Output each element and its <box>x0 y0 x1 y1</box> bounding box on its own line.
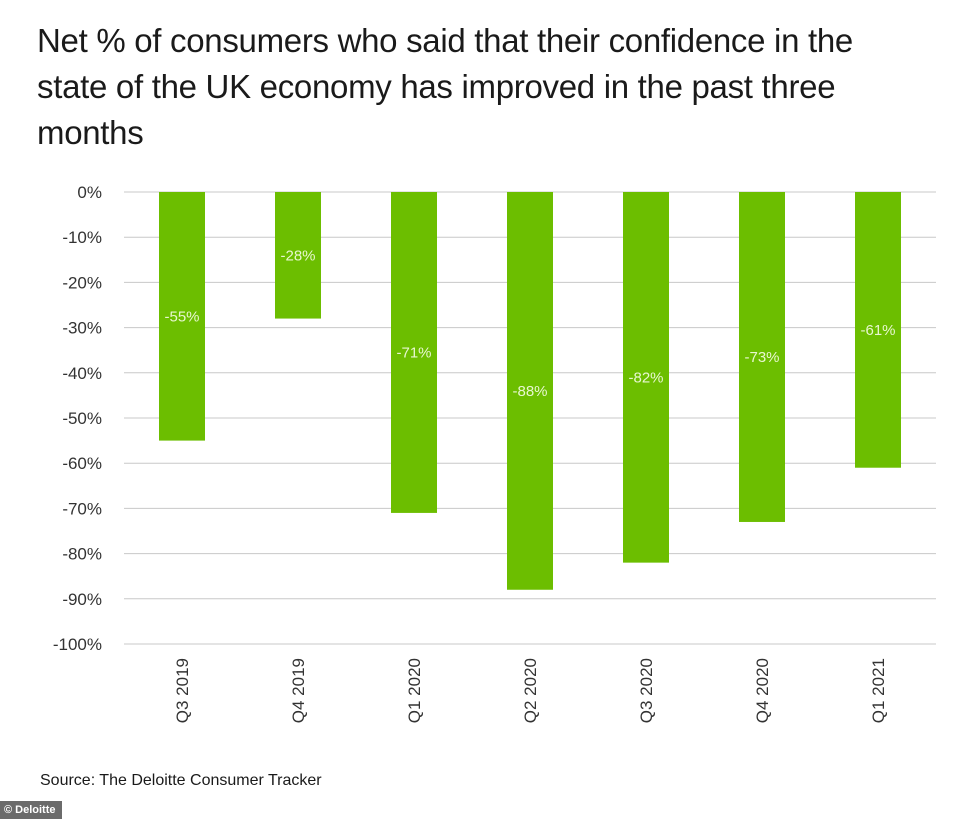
data-label: -88% <box>512 383 547 400</box>
data-label: -61% <box>860 322 895 339</box>
data-label: -73% <box>744 349 779 366</box>
source-note: Source: The Deloitte Consumer Tracker <box>40 772 322 789</box>
y-tick-label: -90% <box>62 590 102 609</box>
y-tick-label: -70% <box>62 499 102 518</box>
y-tick-label: -100% <box>53 635 102 654</box>
x-tick-label: Q3 2020 <box>637 658 656 723</box>
y-tick-label: -40% <box>62 364 102 383</box>
x-tick-label: Q3 2019 <box>173 658 192 723</box>
y-tick-label: 0% <box>77 183 102 202</box>
x-tick-label: Q2 2020 <box>521 658 540 723</box>
y-axis-tick-labels: 0% -10% -20% -30% -40% -50% -60% -70% -80% -90% -1… <box>53 183 102 654</box>
bars <box>159 192 901 590</box>
y-tick-label: -30% <box>62 319 102 338</box>
y-tick-label: -60% <box>62 454 102 473</box>
y-tick-label: -80% <box>62 545 102 564</box>
x-tick-label: Q1 2021 <box>869 658 888 723</box>
y-tick-label: -50% <box>62 409 102 428</box>
bar-chart: 0% -10% -20% -30% -40% -50% -60% -70% -80% -90% -1… <box>53 183 936 723</box>
x-tick-label: Q4 2019 <box>289 658 308 723</box>
data-labels: -55% -28% -71% -88% -82% -73% -61% <box>164 247 895 400</box>
image-credit: © Deloitte <box>0 801 62 819</box>
bar <box>739 192 785 522</box>
bar <box>275 192 321 319</box>
bar <box>623 192 669 563</box>
chart-title: Net % of consumers who said that their c… <box>37 22 853 151</box>
data-label: -28% <box>280 247 315 264</box>
x-tick-label: Q1 2020 <box>405 658 424 723</box>
bar <box>507 192 553 590</box>
data-label: -82% <box>628 369 663 386</box>
data-label: -55% <box>164 308 199 325</box>
bar <box>855 192 901 468</box>
x-tick-label: Q4 2020 <box>753 658 772 723</box>
x-axis-tick-labels: Q3 2019 Q4 2019 Q1 2020 Q2 2020 Q3 2020 Q4 20… <box>173 658 888 723</box>
bar <box>391 192 437 513</box>
y-tick-label: -10% <box>62 228 102 247</box>
y-tick-label: -20% <box>62 273 102 292</box>
data-label: -71% <box>396 344 431 361</box>
bar <box>159 192 205 441</box>
